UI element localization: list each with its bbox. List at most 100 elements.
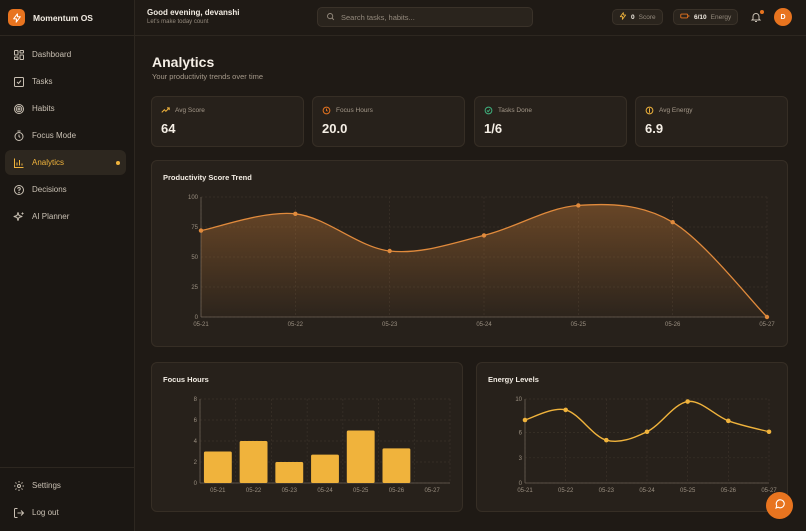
bar (275, 462, 304, 483)
chart-title: Focus Hours (163, 375, 209, 384)
sidebar-item-analytics[interactable]: Analytics (5, 150, 126, 175)
clock-icon (322, 106, 331, 115)
sidebar-item-tasks[interactable]: Tasks (5, 69, 126, 94)
focus-hours-chart-card: Focus Hours 05-21 05-22 05-23 05-24 05-25 05-… (151, 362, 463, 512)
y-tick-label: 2 (194, 460, 198, 466)
x-tick-label: 05-23 (599, 488, 615, 494)
avatar[interactable]: D (774, 8, 792, 26)
sidebar-item-focus-mode[interactable]: Focus Mode (5, 123, 126, 148)
data-point (481, 233, 487, 238)
bar (203, 451, 232, 483)
x-tick-label: 05-25 (680, 488, 696, 494)
chart-grid (524, 398, 770, 484)
sidebar-nav: Dashboard Tasks Habits Focus Mode Analyt… (0, 36, 134, 229)
stat-label: Avg Score (175, 107, 205, 114)
chart-title: Energy Levels (488, 375, 539, 384)
x-tick-label: 05-25 (571, 322, 587, 328)
x-tick-label: 05-21 (517, 488, 533, 494)
page-title: Analytics (152, 54, 215, 70)
sidebar-item-ai-planner[interactable]: AI Planner (5, 204, 126, 229)
chat-bubble-icon (774, 497, 786, 515)
energy-pill[interactable]: 6/10 Energy (673, 9, 739, 25)
x-tick-label: 05-23 (382, 322, 398, 328)
gear-icon (12, 479, 25, 492)
timer-icon (12, 129, 25, 142)
checkbox-icon (12, 75, 25, 88)
x-tick-label: 05-21 (193, 322, 209, 328)
sidebar-item-label: Decisions (32, 185, 67, 194)
brand[interactable]: Momentum OS (0, 0, 134, 36)
x-tick-label: 05-26 (665, 322, 681, 328)
stat-label: Tasks Done (498, 107, 532, 114)
notifications-button[interactable] (750, 10, 764, 24)
score-label: Score (638, 13, 656, 21)
x-tick-label: 05-24 (639, 488, 655, 494)
data-point (766, 429, 772, 435)
x-tick-label: 05-27 (759, 322, 775, 328)
sidebar-item-label: AI Planner (32, 212, 70, 221)
top-bar: Good evening, devanshi Let's make today … (135, 0, 806, 36)
stat-card-avg-energy: Avg Energy 6.9 (635, 96, 788, 147)
sidebar-item-settings[interactable]: Settings (5, 473, 126, 498)
sidebar-divider (0, 467, 134, 468)
greeting-title: Good evening, devanshi (147, 8, 240, 17)
x-tick-label: 05-27 (424, 488, 440, 494)
sidebar-bottom: Settings Log out (5, 473, 126, 527)
score-value: 0 (631, 13, 635, 21)
sidebar-item-label: Analytics (32, 158, 65, 167)
chat-button[interactable] (766, 492, 793, 519)
data-point (670, 220, 675, 225)
energy-levels-chart: 0 3 6 10 05-21 05-22 05-23 05-24 05-25 05-26 05-27 (515, 397, 777, 494)
sidebar-item-dashboard[interactable]: Dashboard (5, 42, 126, 67)
data-point (563, 407, 568, 413)
search-input[interactable] (341, 12, 521, 22)
sidebar-item-label: Settings (32, 481, 61, 490)
bolt-icon (619, 12, 627, 22)
x-tick-label: 05-24 (317, 488, 333, 494)
stat-card-avg-score: Avg Score 64 (151, 96, 304, 147)
y-tick-label: 6 (194, 418, 198, 424)
data-point (644, 429, 650, 435)
x-tick-label: 05-23 (282, 488, 298, 494)
stat-value: 1/6 (484, 121, 503, 136)
x-tick-label: 05-22 (246, 488, 262, 494)
x-tick-label: 05-21 (210, 488, 226, 494)
stat-label: Avg Energy (659, 107, 693, 114)
sparkles-icon (12, 210, 25, 223)
y-tick-label: 25 (191, 285, 198, 291)
energy-icon (645, 106, 654, 115)
y-tick-label: 10 (515, 397, 522, 403)
stat-label: Focus Hours (336, 107, 373, 114)
y-tick-label: 0 (519, 481, 523, 487)
x-tick-label: 05-25 (353, 488, 369, 494)
question-circle-icon (12, 183, 25, 196)
bar (382, 448, 411, 483)
focus-hours-chart: 05-21 05-22 05-23 05-24 05-25 05-26 05-27 0 2 4 6 8 (194, 397, 451, 494)
x-tick-label: 05-24 (476, 322, 492, 328)
active-indicator (116, 161, 120, 165)
sidebar-item-habits[interactable]: Habits (5, 96, 126, 121)
search-box[interactable] (317, 7, 533, 27)
energy-levels-chart-card: Energy Levels 0 3 6 10 05-21 05-22 05-23 05-24 0… (476, 362, 788, 512)
trending-up-icon (161, 106, 170, 115)
bolt-icon (8, 9, 25, 26)
data-point (604, 437, 609, 443)
energy-label: Energy (710, 13, 732, 21)
greeting-subtitle: Let's make today count (147, 19, 209, 25)
page-subtitle: Your productivity trends over time (152, 72, 264, 81)
y-tick-label: 8 (194, 397, 198, 403)
target-icon (12, 102, 25, 115)
bar (346, 430, 375, 483)
sidebar-item-label: Habits (32, 104, 55, 113)
y-tick-label: 0 (194, 481, 198, 487)
energy-value: 6/10 (694, 13, 707, 21)
chart-title: Productivity Score Trend (163, 173, 252, 182)
sidebar-item-logout[interactable]: Log out (5, 500, 126, 525)
x-tick-label: 05-22 (288, 322, 304, 328)
sidebar-item-label: Log out (32, 508, 59, 517)
productivity-score-chart: 0 25 50 75 100 05-21 05-22 05-23 05-24 05-25 05-26… (188, 195, 775, 328)
sidebar-item-decisions[interactable]: Decisions (5, 177, 126, 202)
score-pill[interactable]: 0 Score (612, 9, 663, 25)
brand-name: Momentum OS (33, 12, 93, 23)
stat-card-focus-hours: Focus Hours 20.0 (312, 96, 465, 147)
